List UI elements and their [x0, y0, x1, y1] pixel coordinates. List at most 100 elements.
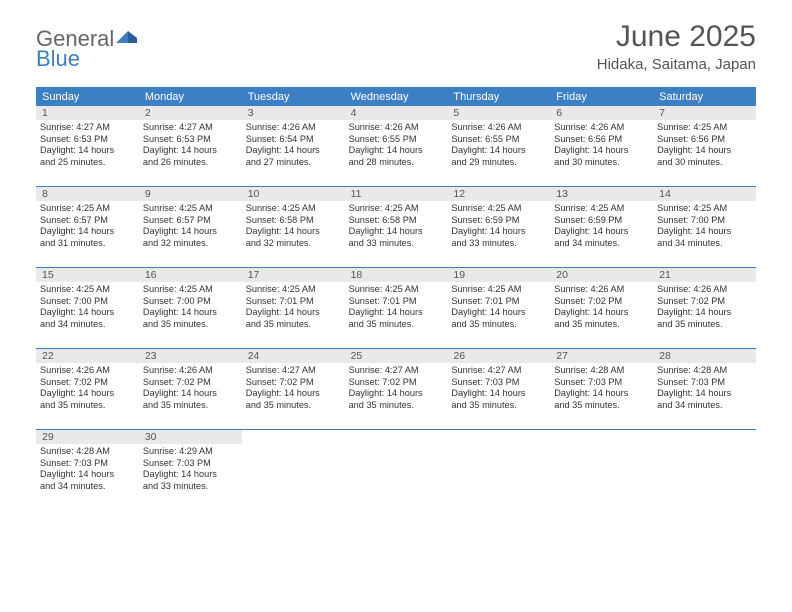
daylight-text: Daylight: 14 hours	[143, 145, 238, 157]
daylight-text: and 35 minutes.	[40, 400, 135, 412]
sunset-text: Sunset: 7:03 PM	[40, 458, 135, 470]
day-cell: 22Sunrise: 4:26 AMSunset: 7:02 PMDayligh…	[36, 349, 139, 429]
sunset-text: Sunset: 6:58 PM	[349, 215, 444, 227]
day-number: 20	[550, 268, 653, 282]
daylight-text: and 34 minutes.	[40, 319, 135, 331]
day-number: 30	[139, 430, 242, 444]
day-number: 21	[653, 268, 756, 282]
sunrise-text: Sunrise: 4:26 AM	[554, 284, 649, 296]
day-cell: 3Sunrise: 4:26 AMSunset: 6:54 PMDaylight…	[242, 106, 345, 186]
daylight-text: Daylight: 14 hours	[657, 307, 752, 319]
logo-text-blue: Blue	[36, 46, 80, 72]
daylight-text: and 34 minutes.	[554, 238, 649, 250]
daylight-text: Daylight: 14 hours	[554, 388, 649, 400]
day-cell: 8Sunrise: 4:25 AMSunset: 6:57 PMDaylight…	[36, 187, 139, 267]
daylight-text: Daylight: 14 hours	[657, 145, 752, 157]
sunrise-text: Sunrise: 4:27 AM	[143, 122, 238, 134]
daylight-text: and 33 minutes.	[349, 238, 444, 250]
day-cell	[550, 430, 653, 510]
daylight-text: and 35 minutes.	[451, 400, 546, 412]
daylight-text: Daylight: 14 hours	[554, 307, 649, 319]
day-number: 4	[345, 106, 448, 120]
daylight-text: Daylight: 14 hours	[349, 388, 444, 400]
daylight-text: and 33 minutes.	[143, 481, 238, 493]
day-cell: 19Sunrise: 4:25 AMSunset: 7:01 PMDayligh…	[447, 268, 550, 348]
sunrise-text: Sunrise: 4:26 AM	[349, 122, 444, 134]
day-cell: 7Sunrise: 4:25 AMSunset: 6:56 PMDaylight…	[653, 106, 756, 186]
daylight-text: Daylight: 14 hours	[246, 307, 341, 319]
sunrise-text: Sunrise: 4:25 AM	[143, 284, 238, 296]
daylight-text: Daylight: 14 hours	[451, 307, 546, 319]
day-cell: 13Sunrise: 4:25 AMSunset: 6:59 PMDayligh…	[550, 187, 653, 267]
daylight-text: and 28 minutes.	[349, 157, 444, 169]
day-cell: 14Sunrise: 4:25 AMSunset: 7:00 PMDayligh…	[653, 187, 756, 267]
sunset-text: Sunset: 7:00 PM	[40, 296, 135, 308]
sunset-text: Sunset: 6:59 PM	[554, 215, 649, 227]
daylight-text: Daylight: 14 hours	[40, 469, 135, 481]
daylight-text: Daylight: 14 hours	[451, 226, 546, 238]
dow-sunday: Sunday	[36, 88, 139, 106]
dow-friday: Friday	[550, 88, 653, 106]
sunset-text: Sunset: 6:57 PM	[143, 215, 238, 227]
day-number: 3	[242, 106, 345, 120]
sunset-text: Sunset: 7:02 PM	[657, 296, 752, 308]
daylight-text: Daylight: 14 hours	[349, 145, 444, 157]
sunrise-text: Sunrise: 4:25 AM	[451, 284, 546, 296]
sunset-text: Sunset: 6:53 PM	[143, 134, 238, 146]
sunrise-text: Sunrise: 4:25 AM	[451, 203, 546, 215]
day-cell: 28Sunrise: 4:28 AMSunset: 7:03 PMDayligh…	[653, 349, 756, 429]
day-number: 24	[242, 349, 345, 363]
sunset-text: Sunset: 6:54 PM	[246, 134, 341, 146]
daylight-text: and 35 minutes.	[554, 319, 649, 331]
day-number: 25	[345, 349, 448, 363]
sunrise-text: Sunrise: 4:26 AM	[40, 365, 135, 377]
day-cell: 18Sunrise: 4:25 AMSunset: 7:01 PMDayligh…	[345, 268, 448, 348]
day-number: 13	[550, 187, 653, 201]
day-number: 5	[447, 106, 550, 120]
sunset-text: Sunset: 6:59 PM	[451, 215, 546, 227]
sunrise-text: Sunrise: 4:25 AM	[143, 203, 238, 215]
daylight-text: and 35 minutes.	[554, 400, 649, 412]
daylight-text: and 35 minutes.	[246, 319, 341, 331]
daylight-text: and 31 minutes.	[40, 238, 135, 250]
page-title: June 2025	[597, 20, 756, 54]
dow-thursday: Thursday	[447, 88, 550, 106]
day-cell: 12Sunrise: 4:25 AMSunset: 6:59 PMDayligh…	[447, 187, 550, 267]
week-row: 1Sunrise: 4:27 AMSunset: 6:53 PMDaylight…	[36, 106, 756, 187]
sunrise-text: Sunrise: 4:25 AM	[40, 203, 135, 215]
daylight-text: and 30 minutes.	[657, 157, 752, 169]
sunset-text: Sunset: 7:02 PM	[143, 377, 238, 389]
sunset-text: Sunset: 7:02 PM	[349, 377, 444, 389]
day-number: 7	[653, 106, 756, 120]
week-row: 29Sunrise: 4:28 AMSunset: 7:03 PMDayligh…	[36, 430, 756, 510]
day-cell: 6Sunrise: 4:26 AMSunset: 6:56 PMDaylight…	[550, 106, 653, 186]
sunrise-text: Sunrise: 4:27 AM	[349, 365, 444, 377]
daylight-text: and 30 minutes.	[554, 157, 649, 169]
day-number: 17	[242, 268, 345, 282]
location: Hidaka, Saitama, Japan	[597, 56, 756, 73]
week-row: 22Sunrise: 4:26 AMSunset: 7:02 PMDayligh…	[36, 349, 756, 430]
sunrise-text: Sunrise: 4:25 AM	[246, 284, 341, 296]
daylight-text: and 35 minutes.	[349, 319, 444, 331]
day-cell: 26Sunrise: 4:27 AMSunset: 7:03 PMDayligh…	[447, 349, 550, 429]
sunrise-text: Sunrise: 4:25 AM	[657, 122, 752, 134]
daylight-text: and 35 minutes.	[143, 400, 238, 412]
daylight-text: and 32 minutes.	[246, 238, 341, 250]
sunrise-text: Sunrise: 4:27 AM	[40, 122, 135, 134]
sunset-text: Sunset: 7:02 PM	[554, 296, 649, 308]
daylight-text: Daylight: 14 hours	[143, 226, 238, 238]
header: General June 2025 Hidaka, Saitama, Japan	[0, 0, 792, 81]
day-number: 15	[36, 268, 139, 282]
day-cell: 9Sunrise: 4:25 AMSunset: 6:57 PMDaylight…	[139, 187, 242, 267]
day-cell: 2Sunrise: 4:27 AMSunset: 6:53 PMDaylight…	[139, 106, 242, 186]
sunrise-text: Sunrise: 4:28 AM	[657, 365, 752, 377]
daylight-text: Daylight: 14 hours	[451, 388, 546, 400]
dow-saturday: Saturday	[653, 88, 756, 106]
sunrise-text: Sunrise: 4:25 AM	[40, 284, 135, 296]
sunset-text: Sunset: 6:58 PM	[246, 215, 341, 227]
sunrise-text: Sunrise: 4:25 AM	[246, 203, 341, 215]
daylight-text: and 35 minutes.	[349, 400, 444, 412]
daylight-text: Daylight: 14 hours	[657, 226, 752, 238]
sunset-text: Sunset: 7:03 PM	[451, 377, 546, 389]
sunrise-text: Sunrise: 4:26 AM	[246, 122, 341, 134]
